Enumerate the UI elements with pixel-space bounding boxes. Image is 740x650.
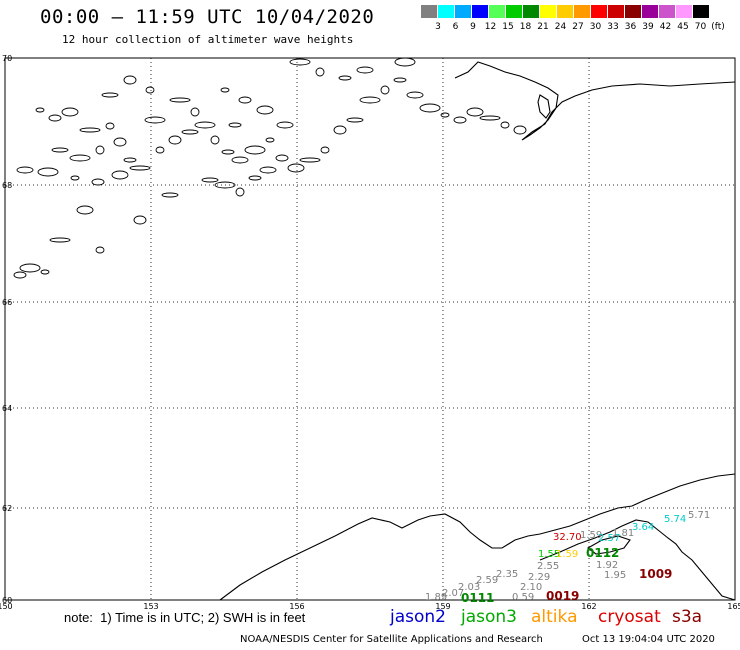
wave-height-value: 0.59 <box>512 592 534 603</box>
legend-swatch <box>472 5 489 18</box>
wave-height-value: 1.59 <box>556 549 578 560</box>
legend-swatch <box>506 5 523 18</box>
legend-tick-label: 9 <box>470 22 476 32</box>
legend-swatch <box>659 5 676 18</box>
legend-swatch <box>455 5 472 18</box>
legend-tick-label: 21 <box>537 22 549 32</box>
page-title: 00:00 – 11:59 UTC 10/04/2020 <box>40 6 375 28</box>
legend-tick-label: 36 <box>624 22 637 32</box>
wave-height-value: 1.95 <box>604 570 626 581</box>
wave-height-value: 2.59 <box>476 575 498 586</box>
longitude-label: 162 <box>581 602 596 611</box>
color-scale-legend: 3 6 9 12 15 18 21 24 27 30 33 36 39 42 45 70 (ft) <box>421 5 729 37</box>
coastline <box>13 57 736 601</box>
latitude-label: 64 <box>2 404 12 413</box>
pass-time-label: 0112 <box>586 546 619 560</box>
wave-height-value: 2.35 <box>496 569 518 580</box>
legend-swatch <box>421 5 438 18</box>
legend-tick-label: 15 <box>502 22 514 32</box>
legend-swatch <box>676 5 693 18</box>
pass-time-label: 0111 <box>461 591 494 605</box>
legend-tick-labels: 3 6 9 12 15 18 21 24 27 30 33 36 39 42 45 70 (ft) <box>421 22 729 34</box>
legend-tick-label: 12 <box>484 22 497 32</box>
legend-swatch <box>625 5 642 18</box>
legend-tick-label: (ft) <box>711 22 725 32</box>
legend-tick-label: 39 <box>642 22 654 32</box>
wave-height-value: 5.71 <box>688 510 710 521</box>
wave-height-value: 2.29 <box>528 572 550 583</box>
footer-note: note: 1) Time is in UTC; 2) SWH is in fe… <box>64 610 306 625</box>
legend-swatch <box>642 5 659 18</box>
credit-text: NOAA/NESDIS Center for Satellite Applica… <box>240 634 543 645</box>
legend-tick-label: 33 <box>607 22 619 32</box>
latitude-label: 60 <box>2 596 12 605</box>
legend-swatch <box>523 5 540 18</box>
legend-tick-label: 42 <box>659 22 672 32</box>
legend-tick-label: 27 <box>572 22 584 32</box>
latitude-label: 70 <box>2 54 12 63</box>
generated-date: Oct 13 19:04:04 UTC 2020 <box>582 634 715 645</box>
satellite-s3a: s3a <box>672 607 703 627</box>
legend-swatch <box>591 5 608 18</box>
wave-height-value: 1.89 <box>425 592 447 603</box>
legend-tick-label: 24 <box>554 22 567 32</box>
wave-height-value: 2.55 <box>537 561 559 572</box>
legend-swatch <box>489 5 506 18</box>
wave-height-value: 1.81 <box>612 528 634 539</box>
longitude-labels: 150 153 156 159 162 165 <box>0 602 740 611</box>
wave-height-value: 2.57 <box>598 533 620 544</box>
satellite-cryosat: cryosat <box>598 607 661 627</box>
legend-swatch <box>693 5 710 18</box>
legend-tick-label: 18 <box>519 22 532 32</box>
legend-tick-label: 70 <box>694 22 707 32</box>
longitude-label: 150 <box>0 602 13 611</box>
legend-swatches <box>421 5 710 18</box>
legend-tick-label: 6 <box>452 22 459 32</box>
pass-time-label: 0019 <box>546 589 579 603</box>
latitude-label: 66 <box>2 298 12 307</box>
legend-swatch <box>438 5 455 18</box>
legend-swatch <box>608 5 625 18</box>
latitude-label: 62 <box>2 504 12 513</box>
satellite-jason2: jason2 <box>390 607 446 627</box>
satellite-altika: altika <box>531 607 578 627</box>
longitude-label: 165 <box>727 602 740 611</box>
legend-swatch <box>574 5 591 18</box>
wave-height-value: 1.92 <box>596 560 618 571</box>
wave-height-value: 1.55 <box>538 549 560 560</box>
legend-swatch <box>557 5 574 18</box>
wave-height-value: 2.03 <box>458 582 480 593</box>
observation-labels: 32.701.592.573.645.74 5.711.811.551.59 011… <box>425 510 710 605</box>
legend-tick-label: 3 <box>435 22 441 32</box>
page-subtitle: 12 hour collection of altimeter wave hei… <box>62 33 354 46</box>
latitude-label: 68 <box>2 181 12 190</box>
wave-height-value: 5.74 <box>664 514 686 525</box>
legend-tick-label: 45 <box>677 22 689 32</box>
wave-height-value: 1.59 <box>580 530 602 541</box>
latitude-labels: 70 68 66 64 62 60 <box>2 54 12 605</box>
wave-height-value: 2.10 <box>520 582 542 593</box>
satellite-jason3: jason3 <box>461 607 517 627</box>
wave-height-value: 3.64 <box>632 522 654 533</box>
wave-height-value: 32.70 <box>553 532 582 543</box>
longitude-label: 156 <box>289 602 304 611</box>
longitude-label: 159 <box>435 602 450 611</box>
wave-height-value: 2.07 <box>442 588 464 599</box>
legend-tick-label: 30 <box>589 22 602 32</box>
lat-lon-grid <box>4 57 736 601</box>
legend-swatch <box>540 5 557 18</box>
pass-time-label: 1009 <box>639 567 672 581</box>
longitude-label: 153 <box>143 602 158 611</box>
